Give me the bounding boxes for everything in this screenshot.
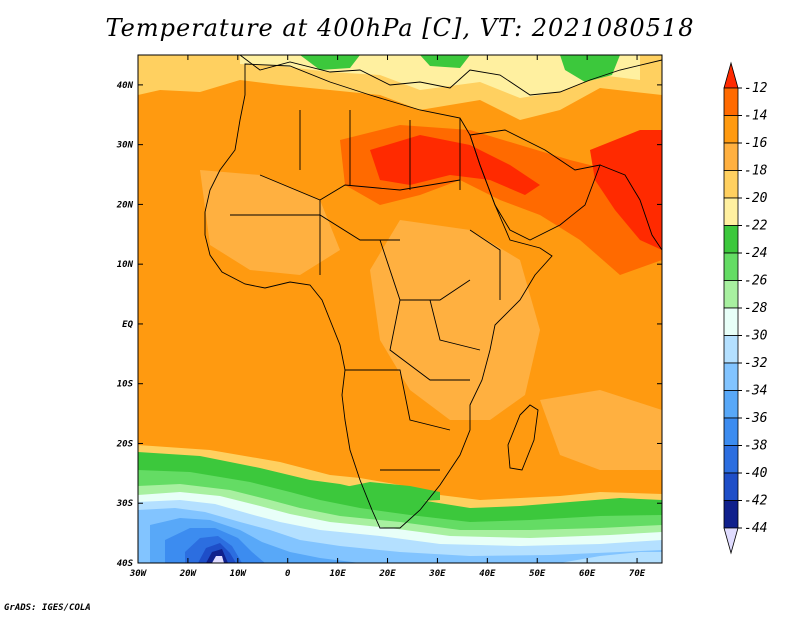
colorbar-label: -38 — [744, 439, 768, 454]
colorbar-arrow-bottom — [723, 527, 739, 555]
colorbar-box — [723, 87, 739, 116]
plot-frame — [137, 54, 663, 564]
colorbar-arrow-top — [723, 61, 739, 89]
lon-tick-label: 10W — [230, 569, 248, 579]
lon-tick-label: 20E — [378, 569, 396, 579]
colorbar-label: -32 — [744, 356, 768, 371]
map-title: Temperature at 400hPa [C], VT: 202108051… — [105, 14, 695, 42]
field-north-green — [300, 55, 360, 70]
lat-tick-label: 40N — [117, 81, 134, 91]
colorbar-box — [723, 307, 739, 336]
field-north-green-3 — [420, 55, 470, 68]
lat-tick-label: 40S — [117, 559, 134, 569]
arabia-coastline — [469, 129, 601, 241]
colorbar-label: -40 — [744, 466, 768, 481]
lon-tick-label: 20W — [179, 569, 198, 579]
longitude-axis: 30W 20W 10W 0 10E 20E 30E 40E 50E 60E 70E — [129, 55, 646, 579]
field-sahara-hottest — [370, 135, 540, 195]
colorbar-label: -36 — [744, 411, 768, 426]
colorbar-box — [723, 335, 739, 364]
lon-tick-label: 60E — [579, 569, 596, 579]
colorbar-label: -42 — [744, 494, 768, 509]
colorbar-label: -16 — [744, 136, 768, 151]
lat-tick-label: 20N — [116, 200, 134, 210]
colorbar-box — [723, 362, 739, 391]
colorbar-box — [723, 280, 739, 309]
colorbar-box — [723, 115, 739, 144]
lon-tick-label: 40E — [479, 569, 496, 579]
europe-coastline — [239, 55, 662, 96]
country-borders — [230, 110, 501, 471]
colorbar-box — [723, 445, 739, 474]
field-india-hottest — [590, 130, 662, 250]
colorbar-label: -12 — [744, 81, 768, 96]
colorbar-label: -28 — [744, 301, 768, 316]
colorbar-label: -20 — [744, 191, 768, 206]
grads-credit: GrADS: IGES/COLA — [4, 603, 91, 613]
lat-tick-label: 20S — [116, 439, 134, 449]
lon-tick-label: 50E — [529, 569, 546, 579]
madagascar-coastline — [507, 404, 539, 471]
lat-tick-label: 10S — [117, 380, 134, 390]
latitude-axis: 40N 30N 20N 10N EQ 10S 20S 30S 40S — [116, 81, 662, 569]
field-indian-ocean-warm — [540, 390, 662, 470]
colorbar-label: -22 — [744, 219, 768, 234]
lat-tick-label: 10N — [117, 260, 134, 270]
colorbar-label: -44 — [744, 521, 767, 536]
temperature-field — [138, 55, 662, 563]
field-far-southeast-lightblue — [560, 552, 662, 563]
lon-tick-label: 0 — [285, 569, 291, 579]
lon-tick-label: 70E — [629, 569, 646, 579]
colorbar-box — [723, 142, 739, 171]
colorbar-label: -34 — [744, 384, 767, 399]
colorbar-label: -26 — [744, 274, 768, 289]
colorbar-label: -30 — [744, 329, 768, 344]
lon-tick-label: 30W — [129, 569, 148, 579]
field-east-africa-warm — [370, 220, 540, 420]
lat-tick-label: EQ — [122, 320, 133, 330]
colorbar-box — [723, 417, 739, 446]
field-west-africa-warm — [200, 170, 340, 275]
colorbar-box — [723, 225, 739, 254]
colorbar-box — [723, 197, 739, 226]
colorbar-box — [723, 500, 739, 529]
colorbar-label: -18 — [744, 164, 768, 179]
india-coastline — [599, 164, 662, 251]
lat-tick-label: 30N — [116, 141, 134, 151]
colorbar-box — [723, 390, 739, 419]
colorbar-box — [723, 252, 739, 281]
field-south-lavender — [212, 556, 224, 563]
field-safrica-green — [330, 482, 440, 502]
colorbar-box — [723, 170, 739, 199]
colorbar-box — [723, 472, 739, 501]
lat-tick-label: 30S — [116, 499, 134, 509]
lon-tick-label: 30E — [428, 569, 446, 579]
coastlines — [204, 55, 662, 529]
colorbar-label: -14 — [744, 109, 767, 124]
colorbar-label: -24 — [744, 246, 767, 261]
lon-tick-label: 10E — [329, 569, 346, 579]
colorbar: -12 -14 -16 -18 -20 -22 -24 -26 -28 -30 -32 -34 -36 -… — [723, 61, 768, 555]
